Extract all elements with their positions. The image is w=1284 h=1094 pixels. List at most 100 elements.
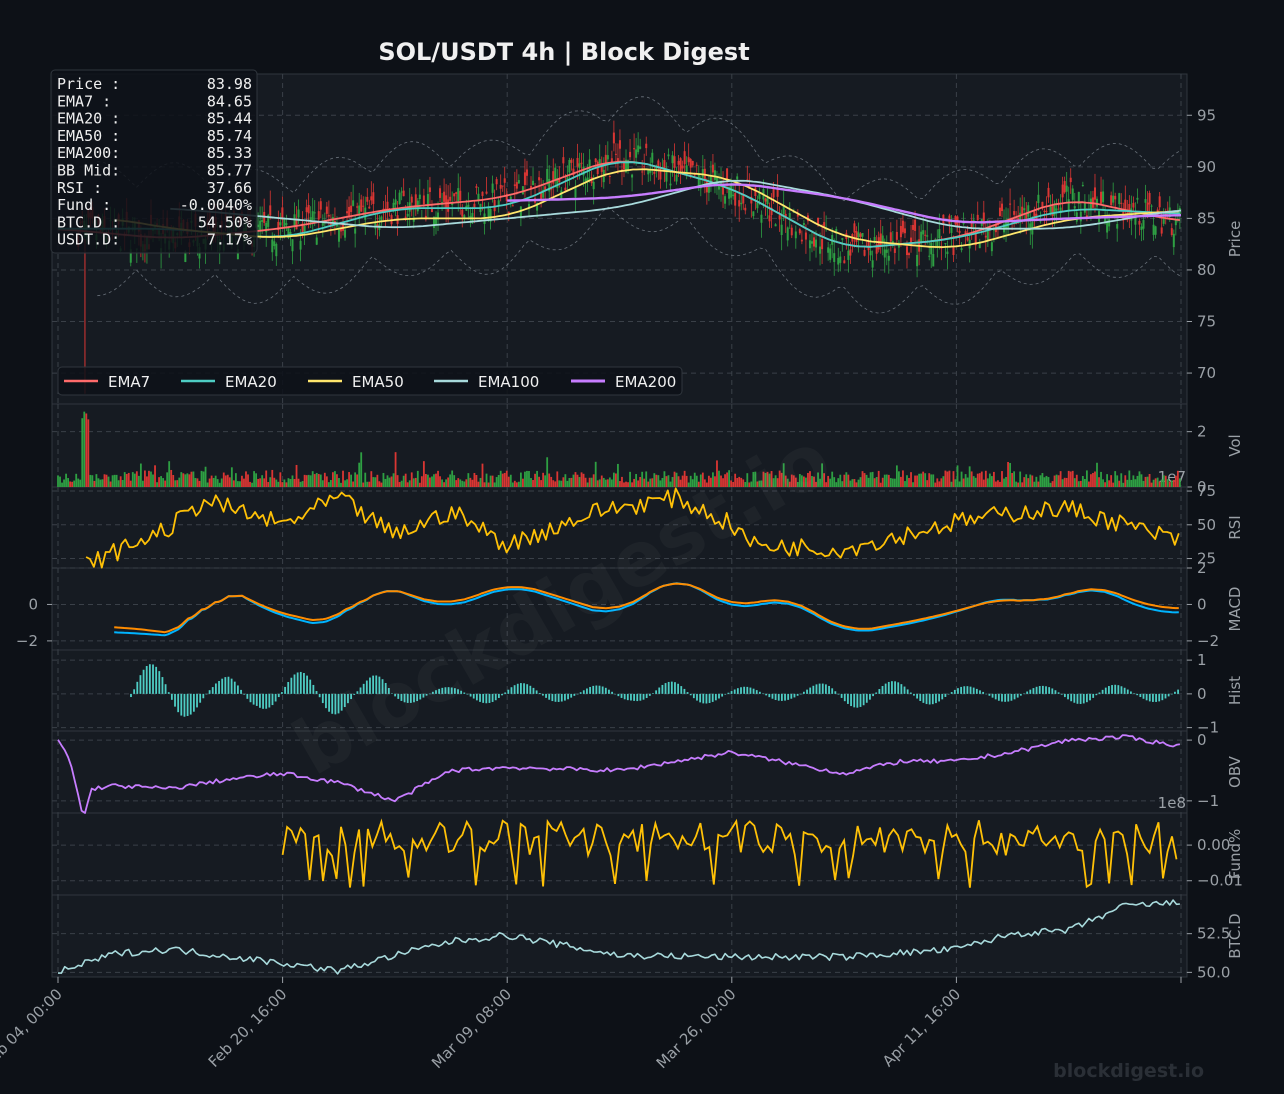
candle-body: [430, 207, 433, 213]
volume-bar: [796, 481, 799, 487]
y-axis-label-obv: OBV: [1226, 755, 1244, 788]
candle-body: [451, 203, 454, 205]
candle-body: [740, 202, 743, 205]
histogram-bar: [1123, 687, 1126, 694]
candle-body: [515, 182, 518, 189]
histogram-bar: [321, 693, 324, 704]
volume-bar: [685, 475, 688, 487]
info-value: 85.77: [207, 162, 252, 180]
volume-bar: [493, 482, 496, 487]
y-tick-label: 50: [1197, 516, 1216, 534]
candle-body: [849, 249, 852, 256]
volume-bar: [948, 470, 951, 487]
histogram-bar: [221, 678, 224, 694]
volume-bar: [497, 475, 500, 487]
histogram-bar: [853, 693, 856, 708]
volume-bar: [243, 478, 245, 487]
volume-bar: [394, 452, 397, 487]
volume-bar: [986, 478, 989, 487]
series-signal: [114, 582, 1179, 634]
histogram-bar: [343, 693, 346, 708]
candle-body: [501, 185, 504, 187]
candle-body: [905, 246, 908, 256]
volume-bar: [463, 481, 466, 487]
y-tick-label: −1: [1197, 792, 1219, 810]
candle-body: [558, 179, 561, 183]
y-axis-label-price: Price: [1226, 221, 1244, 258]
candle-body: [774, 224, 777, 227]
candle-body: [778, 215, 781, 220]
volume-bar: [204, 466, 207, 487]
histogram-bar: [582, 690, 585, 694]
info-box-frame: [50, 69, 258, 254]
volume-bar: [57, 475, 59, 487]
histogram-bar: [334, 693, 337, 715]
volume-bar: [241, 475, 243, 487]
volume-bar: [338, 478, 340, 487]
volume-bar: [329, 479, 332, 487]
histogram-bar: [699, 693, 702, 703]
volume-bar: [362, 482, 365, 487]
candle-body: [853, 223, 856, 233]
candle-body: [521, 186, 524, 195]
volume-bar: [453, 475, 456, 487]
histogram-bar: [875, 692, 878, 694]
candle-body: [1093, 187, 1096, 200]
info-label: EMA20 :: [57, 110, 120, 128]
ema-legend: EMA7 EMA20 EMA50 EMA100 EMA200: [57, 366, 683, 396]
candle-body: [1049, 206, 1052, 215]
volume-bar: [736, 478, 739, 487]
histogram-bar: [714, 693, 717, 701]
volume-bar: [534, 473, 536, 487]
candle-body: [667, 154, 670, 157]
volume-bar: [681, 475, 684, 487]
histogram-bar: [909, 692, 912, 694]
volume-bar: [412, 478, 415, 487]
candle-body: [912, 225, 915, 230]
volume-bar: [210, 475, 213, 487]
candle-body: [861, 233, 864, 237]
histogram-bar: [400, 693, 403, 701]
volume-bar: [154, 465, 156, 487]
histogram-bar: [158, 671, 161, 694]
histogram-bar: [397, 693, 400, 699]
candle-body: [887, 255, 890, 261]
info-label: BTC.D :: [57, 213, 120, 231]
volume-bar: [237, 481, 239, 487]
candle-body: [701, 169, 704, 178]
histogram-bar: [604, 687, 607, 694]
histogram-bar: [774, 693, 777, 700]
volume-bar: [1057, 475, 1060, 487]
volume-bar: [1001, 471, 1003, 487]
volume-bar: [865, 474, 868, 487]
candle-body: [804, 232, 807, 240]
histogram-bar: [1057, 692, 1060, 694]
histogram-bar: [277, 693, 280, 698]
histogram-bar: [491, 693, 494, 702]
histogram-bar: [997, 693, 1000, 701]
volume-bar: [968, 466, 971, 487]
volume-bar: [1176, 470, 1179, 487]
volume-bar: [422, 461, 425, 487]
volume-bar: [667, 475, 670, 487]
histogram-bar: [1041, 685, 1044, 694]
candle-body: [475, 186, 478, 188]
candle-body: [1073, 206, 1076, 209]
histogram-bar: [174, 693, 176, 707]
volume-bar: [437, 470, 439, 487]
histogram-bar: [661, 684, 664, 694]
y-tick-label: −1: [1197, 719, 1219, 737]
volume-bar: [358, 462, 361, 487]
volume-bar: [825, 482, 828, 487]
volume-bar: [1140, 474, 1143, 487]
candle-body: [1027, 205, 1030, 217]
histogram-bar: [218, 681, 220, 694]
candle-body: [412, 217, 415, 222]
volume-bar: [164, 480, 167, 487]
volume-bar: [344, 480, 346, 487]
candle-body: [329, 223, 332, 226]
histogram-bar: [466, 693, 469, 695]
histogram-bar: [227, 676, 230, 694]
candle-body: [374, 221, 377, 229]
histogram-bar: [315, 691, 318, 694]
